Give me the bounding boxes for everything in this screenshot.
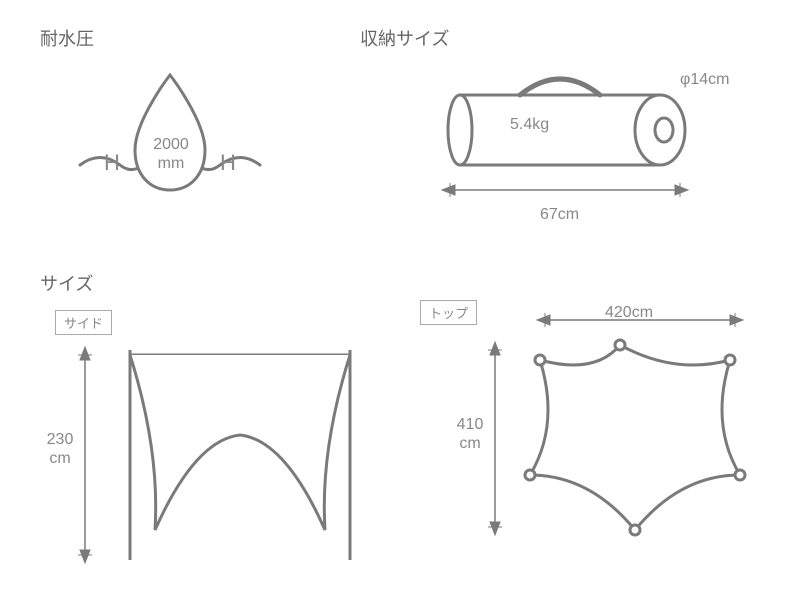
- pressure-number: 2000: [153, 136, 189, 153]
- side-view-icon: [40, 330, 380, 580]
- side-height: 230 cm: [40, 430, 80, 468]
- size-title: サイズ: [40, 270, 93, 296]
- storage-weight: 5.4kg: [510, 115, 549, 134]
- pressure-unit: mm: [158, 155, 185, 172]
- storage-title: 収納サイズ: [360, 25, 449, 51]
- water-pressure-title: 耐水圧: [40, 25, 94, 51]
- h-left: H: [104, 150, 120, 176]
- side-height-unit: cm: [49, 450, 70, 467]
- top-height-value: 410: [457, 416, 484, 433]
- top-height: 410 cm: [450, 415, 490, 453]
- top-width: 420cm: [605, 303, 653, 322]
- storage-diameter: φ14cm: [680, 70, 730, 89]
- h-right: H: [220, 150, 236, 176]
- pressure-value: 2000 mm: [148, 135, 194, 173]
- storage-length: 67cm: [540, 205, 579, 224]
- top-height-unit: cm: [459, 435, 480, 452]
- side-height-value: 230: [47, 431, 74, 448]
